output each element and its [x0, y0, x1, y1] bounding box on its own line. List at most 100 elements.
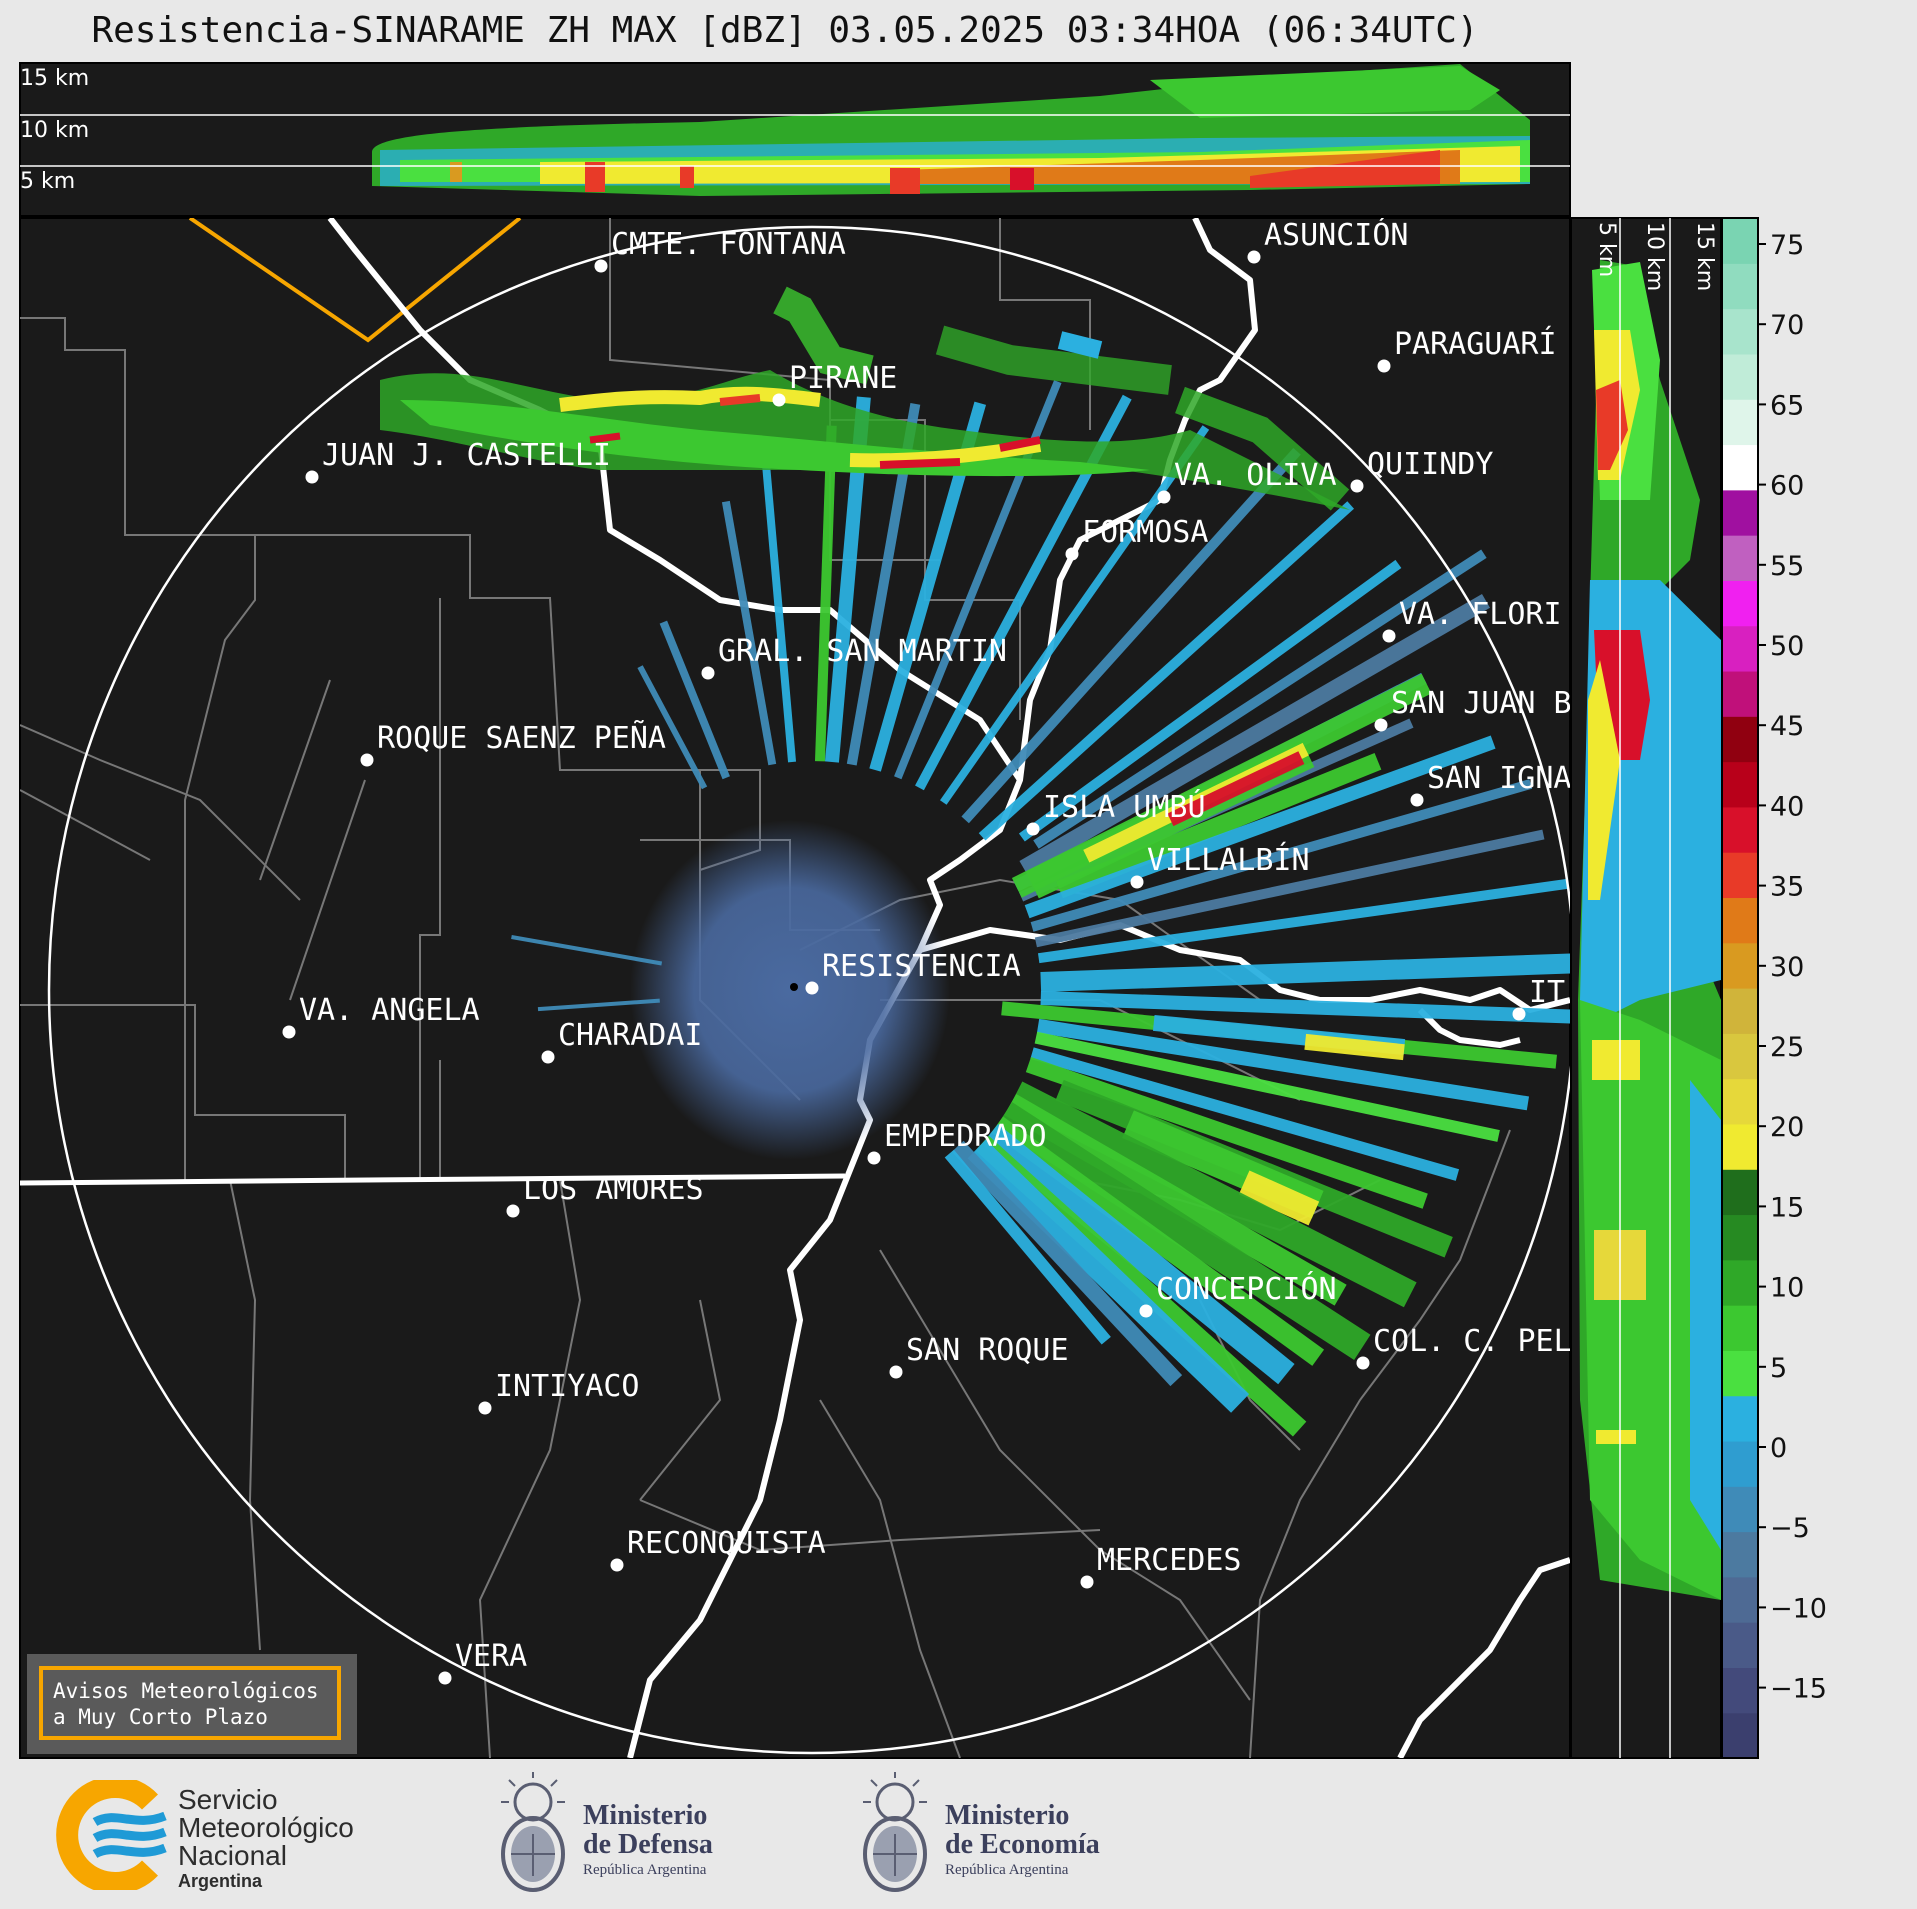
radar-ray [1034, 1031, 1500, 1142]
defensa-logo-text: Ministerio de Defensa República Argentin… [583, 1802, 713, 1880]
top-height-label-5: 5 km [20, 169, 75, 194]
colorbar-segment [1722, 716, 1758, 763]
city-label: COL. C. PEL [1373, 1324, 1572, 1359]
colorbar-segment [1722, 761, 1758, 808]
city-markers: CMTE. FONTANA ASUNCIÓN PARAGUARÍ PIRANE JUAN… [282, 218, 1572, 1685]
city-label: PARAGUARÍ [1394, 326, 1557, 362]
colorbar-tick-label: 15 [1770, 1192, 1804, 1223]
city-label: SAN IGNA [1427, 761, 1572, 796]
colorbar-segment [1722, 444, 1758, 491]
city-label: VILLALBÍN [1147, 842, 1310, 878]
province-border [20, 1173, 846, 1186]
city-marker [772, 393, 786, 407]
radar-ray [1018, 559, 1402, 842]
city-label: LOS AMORES [523, 1172, 704, 1207]
city-marker [805, 981, 819, 995]
colorbar-segment [1722, 1305, 1758, 1351]
colorbar-tick-label: 70 [1770, 310, 1804, 341]
colorbar-segment [1722, 1214, 1758, 1261]
city-marker [1080, 1575, 1094, 1589]
city-label: ISLA UMBÚ [1043, 788, 1206, 825]
radar-ray [537, 998, 660, 1012]
city-marker [282, 1025, 296, 1039]
city-label: ROQUE SAENZ PEÑA [377, 720, 666, 756]
smn-logo-text: Servicio Meteorológico Nacional Argentin… [178, 1786, 354, 1892]
city-marker [1065, 547, 1079, 561]
city-marker [478, 1401, 492, 1415]
radar-ray [814, 425, 837, 762]
colorbar-tick-label: 45 [1770, 711, 1804, 742]
city-marker [594, 259, 608, 273]
colorbar-segment [1722, 1486, 1758, 1533]
colorbar-tick-label: −10 [1770, 1593, 1827, 1624]
colorbar-tick-label: 35 [1770, 872, 1804, 903]
city-label: CHARADAI [558, 1018, 703, 1053]
radar-ray [940, 425, 1210, 805]
radar-ray [1019, 593, 1490, 875]
city-marker [360, 753, 374, 767]
radar-ray [1004, 1094, 1347, 1306]
range-ring [47, 225, 1570, 1755]
colorbar-tick-label: 0 [1770, 1433, 1787, 1464]
radar-site-marker [790, 983, 798, 991]
colorbar-segment [1722, 670, 1758, 717]
city-marker [1026, 822, 1040, 836]
city-marker [1382, 629, 1396, 643]
radar-ray [1033, 549, 1487, 849]
city-label: QUIINDY [1367, 447, 1493, 482]
city-label: VA. OLIVA [1174, 458, 1337, 493]
radar-ray [961, 447, 1301, 824]
smn-line3: Nacional [178, 1840, 287, 1871]
colorbar-segment [1722, 1395, 1758, 1442]
northern-storm-band [380, 286, 1350, 511]
city-label: RECONQUISTA [627, 1526, 826, 1561]
economia-line3: República Argentina [945, 1862, 1069, 1878]
radar-ray [1167, 751, 1305, 827]
top-height-label-10: 10 km [20, 118, 89, 143]
city-label: PIRANE [789, 361, 897, 396]
city-label: IT [1529, 975, 1565, 1010]
city-marker [305, 470, 319, 484]
city-marker [1377, 359, 1391, 373]
colorbar-segment [1722, 489, 1758, 536]
city-marker [1350, 479, 1364, 493]
radar-ray [944, 1149, 1111, 1345]
city-label: INTIYACO [495, 1369, 640, 1404]
colorbar-segment [1722, 988, 1758, 1034]
radar-ray [995, 1102, 1371, 1360]
city-label: FORMOSA [1082, 515, 1208, 550]
side-profile-panel: 5 km 10 km 15 km [1570, 217, 1722, 1759]
colorbar-segment [1722, 625, 1758, 672]
colorbar-segment [1722, 1712, 1758, 1759]
radar-ray [1036, 1018, 1530, 1111]
colorbar-segment [1722, 1123, 1758, 1170]
city-label: EMPEDRADO [884, 1119, 1047, 1154]
radar-ray [1034, 829, 1545, 948]
colorbar-segment [1722, 1169, 1758, 1216]
radar-ray [1024, 735, 1496, 919]
colorbar-segment [1722, 1576, 1758, 1623]
city-label: GRAL. SAN MARTIN [718, 634, 1007, 669]
top-height-label-15: 15 km [20, 66, 89, 91]
colorbar-segment [1722, 353, 1758, 400]
radar-ray [1037, 878, 1569, 964]
smn-logo-icon [56, 1780, 167, 1890]
city-marker [867, 1151, 881, 1165]
city-label: VA. ANGELA [299, 993, 480, 1028]
colorbar-segment [1722, 1667, 1758, 1714]
city-label: SAN ROQUE [906, 1333, 1069, 1368]
city-label: MERCEDES [1097, 1543, 1242, 1578]
colorbar-tick-label: 75 [1770, 230, 1804, 261]
side-height-label-15: 15 km [1692, 222, 1717, 291]
side-profile-echoes [1578, 260, 1721, 1600]
colorbar-segment [1722, 218, 1758, 264]
radar-ray [761, 457, 797, 763]
city-label: SAN JUAN B [1391, 686, 1572, 721]
top-profile-panel: 15 km 10 km 5 km [19, 62, 1571, 217]
radar-ray [1030, 1047, 1460, 1181]
radar-ray [967, 1139, 1250, 1413]
city-marker [438, 1671, 452, 1685]
smn-line4: Argentina [178, 1871, 263, 1891]
defensa-line3: República Argentina [583, 1862, 707, 1878]
